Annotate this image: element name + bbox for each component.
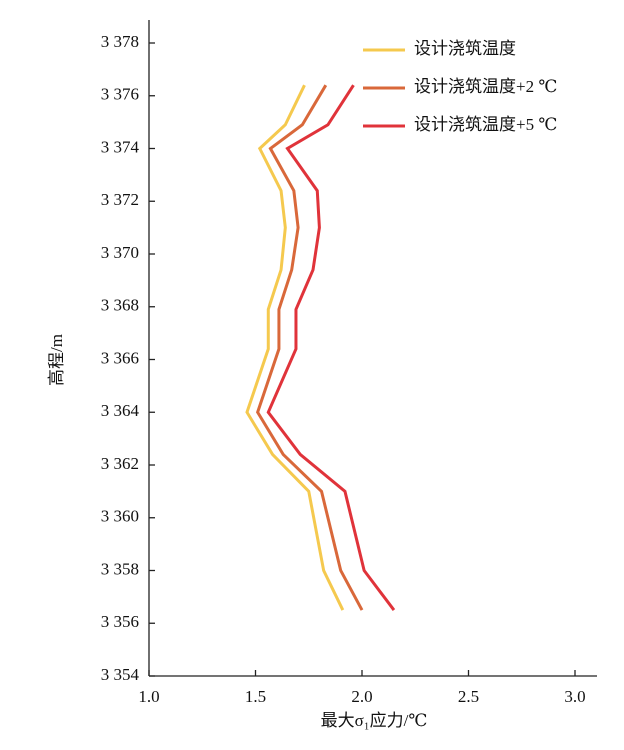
y-axis-label: 高程/m [47, 334, 66, 386]
x-axis-label: 最大σ₁应力/℃ [321, 711, 428, 730]
y-tick-label: 3 364 [101, 401, 140, 420]
y-tick-label: 3 354 [101, 665, 140, 684]
series-line [266, 84, 396, 611]
x-tick-label: 3.0 [564, 687, 585, 706]
series-line [245, 84, 345, 611]
y-tick-label: 3 368 [101, 296, 139, 315]
y-tick-label: 3 372 [101, 190, 139, 209]
x-tick-label: 1.0 [138, 687, 159, 706]
x-tick-label: 2.5 [458, 687, 479, 706]
y-tick-label: 3 378 [101, 32, 139, 51]
x-tick-label: 2.0 [351, 687, 372, 706]
legend-label: 设计浇筑温度 [414, 39, 516, 58]
y-tick-label: 3 360 [101, 507, 139, 526]
y-tick-label: 3 362 [101, 454, 139, 473]
legend-label: 设计浇筑温度+2 ℃ [414, 77, 557, 96]
legend-label: 设计浇筑温度+5 ℃ [414, 115, 557, 134]
y-tick-label: 3 356 [101, 612, 139, 631]
y-tick-label: 3 358 [101, 559, 139, 578]
series-line [255, 84, 364, 611]
y-tick-label: 3 376 [101, 85, 139, 104]
y-tick-label: 3 370 [101, 243, 139, 262]
y-tick-label: 3 374 [101, 137, 140, 156]
y-tick-label: 3 366 [101, 348, 139, 367]
x-tick-label: 1.5 [245, 687, 266, 706]
